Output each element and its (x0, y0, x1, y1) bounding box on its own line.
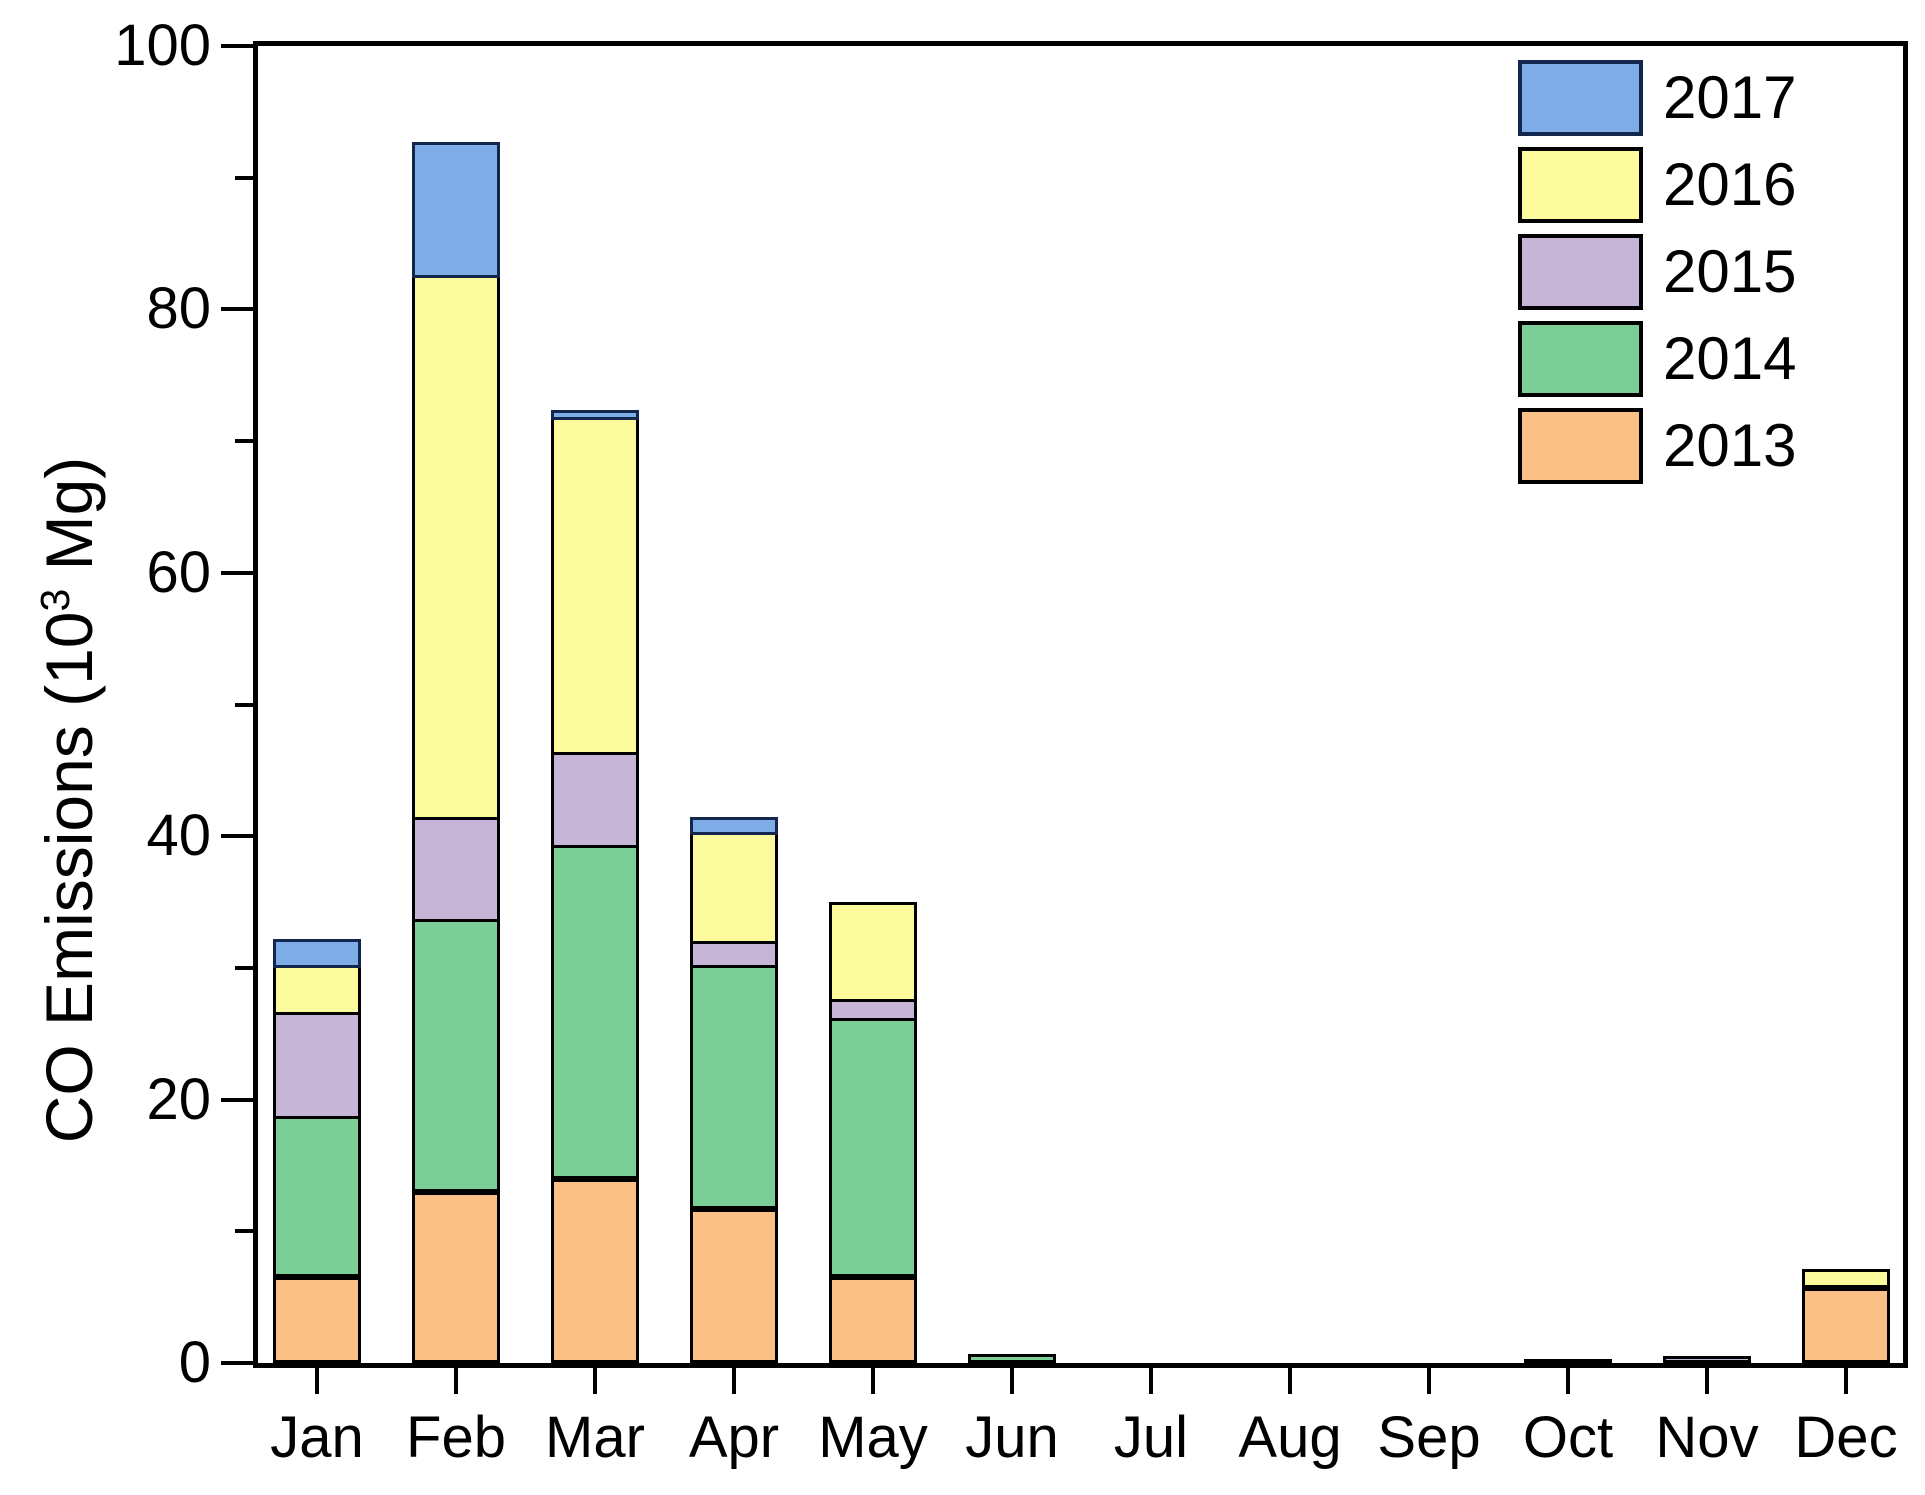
x-tick-label-may: May (818, 1405, 928, 1470)
y-major-tick (221, 570, 253, 575)
y-tick-label: 40 (146, 803, 211, 869)
y-tick-label: 60 (146, 539, 211, 605)
x-tick (1844, 1366, 1848, 1394)
bar-segment-apr-2016 (690, 831, 778, 945)
y-minor-tick (235, 702, 253, 707)
legend-swatch-2013 (1518, 408, 1643, 484)
x-tick-label-sep: Sep (1377, 1405, 1481, 1470)
x-tick (593, 1366, 597, 1394)
bar-segment-feb-2013 (412, 1191, 500, 1363)
y-axis-title-exponent: 3 (32, 588, 78, 612)
x-tick-label-dec: Dec (1794, 1405, 1898, 1470)
x-tick-label-feb: Feb (406, 1405, 506, 1470)
x-tick (732, 1366, 736, 1394)
bar-segment-apr-2013 (690, 1208, 778, 1363)
bar-segment-may-2016 (829, 901, 917, 1003)
bar-segment-mar-2016 (551, 417, 639, 755)
legend-item-2015: 2015 (1518, 234, 1878, 310)
y-minor-tick (235, 1229, 253, 1234)
y-major-tick (221, 307, 253, 312)
bar-segment-dec-2016 (1802, 1269, 1890, 1288)
y-minor-tick (235, 175, 253, 180)
y-major-tick (221, 44, 253, 48)
x-tick-label-jan: Jan (270, 1405, 364, 1470)
y-tick-label: 80 (146, 276, 211, 342)
x-tick-label-mar: Mar (545, 1405, 645, 1470)
bar-segment-jan-2016 (273, 964, 361, 1016)
legend-label-2013: 2013 (1663, 412, 1797, 479)
y-axis-title: CO Emissions (103 Mg) (22, 457, 106, 1144)
bar-segment-may-2014 (829, 1017, 917, 1278)
x-tick-label-aug: Aug (1238, 1405, 1342, 1470)
y-major-tick (221, 1361, 253, 1365)
bar-segment-dec-2013 (1802, 1287, 1890, 1363)
bar-segment-feb-2014 (412, 918, 500, 1192)
legend-swatch-2014 (1518, 321, 1643, 397)
x-tick (1010, 1366, 1014, 1394)
legend-swatch-2017 (1518, 60, 1643, 136)
bar-segment-feb-2017 (412, 141, 500, 278)
legend-label-2016: 2016 (1663, 151, 1797, 218)
legend-swatch-2016 (1518, 147, 1643, 223)
legend-item-2017: 2017 (1518, 60, 1878, 136)
x-tick-label-oct: Oct (1522, 1405, 1614, 1470)
bar-segment-apr-2014 (690, 964, 778, 1209)
x-tick-label-nov: Nov (1655, 1405, 1759, 1470)
x-tick-label-jun: Jun (965, 1405, 1059, 1470)
bar-segment-mar-2014 (551, 845, 639, 1179)
x-tick (1288, 1366, 1292, 1394)
bar-segment-mar-2013 (551, 1178, 639, 1363)
bar-segment-jan-2014 (273, 1116, 361, 1278)
x-tick (454, 1366, 458, 1394)
x-tick-label-apr: Apr (688, 1405, 780, 1470)
x-tick (1566, 1366, 1570, 1394)
legend-swatch-2015 (1518, 234, 1643, 310)
legend-item-2013: 2013 (1518, 408, 1878, 484)
bar-segment-apr-2015 (690, 941, 778, 968)
legend-item-2014: 2014 (1518, 321, 1878, 397)
legend-item-2016: 2016 (1518, 147, 1878, 223)
bar-segment-oct-2014 (1524, 1359, 1612, 1366)
x-tick (315, 1366, 319, 1394)
legend-label-2015: 2015 (1663, 238, 1797, 305)
bar-segment-mar-2015 (551, 751, 639, 849)
x-tick (1427, 1366, 1431, 1394)
bar-segment-may-2013 (829, 1277, 917, 1363)
y-tick-label: 0 (178, 1330, 211, 1395)
x-tick-label-jul: Jul (1113, 1405, 1189, 1470)
legend-label-2017: 2017 (1663, 64, 1797, 131)
bar-segment-apr-2017 (690, 817, 778, 835)
x-tick (1705, 1366, 1709, 1394)
y-tick-label: 20 (146, 1066, 211, 1132)
bar-segment-jan-2013 (273, 1277, 361, 1363)
y-axis-title-suffix: Mg) (32, 456, 106, 589)
y-tick-label: 100 (114, 13, 211, 78)
y-axis-title-prefix: CO Emissions (10 (32, 611, 106, 1144)
bar-segment-jan-2017 (273, 938, 361, 968)
y-minor-tick (235, 965, 253, 970)
bar-segment-feb-2016 (412, 274, 500, 821)
x-tick (871, 1366, 875, 1394)
bar-segment-feb-2015 (412, 817, 500, 922)
y-minor-tick (235, 439, 253, 444)
y-major-tick (221, 1097, 253, 1102)
bar-segment-nov-2015 (1663, 1356, 1751, 1363)
bar-segment-mar-2017 (551, 410, 639, 421)
legend-label-2014: 2014 (1663, 325, 1797, 392)
x-tick (1149, 1366, 1153, 1394)
y-major-tick (221, 834, 253, 839)
bar-segment-jan-2015 (273, 1012, 361, 1120)
bar-segment-jun-2014 (968, 1353, 1056, 1363)
bar-segment-may-2015 (829, 999, 917, 1021)
